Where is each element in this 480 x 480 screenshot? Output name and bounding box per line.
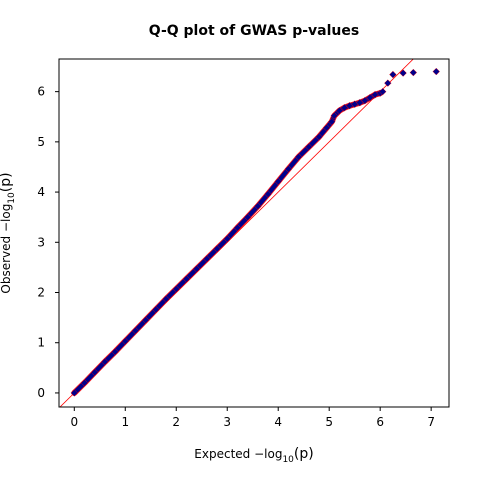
y-axis-label-arg: (p) xyxy=(0,172,14,192)
data-point xyxy=(101,358,109,366)
data-point xyxy=(162,295,170,303)
data-point xyxy=(294,153,303,161)
plot-frame xyxy=(58,58,450,408)
dense-points-band-fill xyxy=(72,90,383,396)
x-tick-label: 6 xyxy=(376,415,384,429)
x-axis-label-subscript: 10 xyxy=(282,455,294,465)
data-point xyxy=(399,69,407,77)
y-tick-label: 5 xyxy=(37,135,45,149)
y-tick-label: 3 xyxy=(37,235,45,249)
y-axis-label-main: Observed −log xyxy=(0,204,13,294)
y-axis-label: Observed −log10(p) xyxy=(0,172,17,293)
data-point xyxy=(264,190,272,198)
x-axis-ticks: 0 1 2 3 4 5 6 7 xyxy=(70,407,435,429)
data-point xyxy=(379,87,387,96)
y-tick-label: 4 xyxy=(37,185,45,199)
data-point xyxy=(330,112,338,120)
data-point xyxy=(152,305,160,314)
y-tick-label: 1 xyxy=(37,336,45,350)
x-tick-label: 0 xyxy=(70,415,78,429)
y-axis-label-subscript: 10 xyxy=(7,192,17,204)
data-point xyxy=(389,70,397,79)
data-point xyxy=(254,202,262,210)
y-tick-label: 6 xyxy=(37,85,45,99)
data-point xyxy=(223,235,231,243)
data-point xyxy=(111,348,119,356)
chart-title: Q-Q plot of GWAS p-values xyxy=(149,23,359,39)
x-axis-label-main: Expected −log xyxy=(194,447,282,461)
data-point xyxy=(182,275,191,283)
data-point xyxy=(322,124,331,132)
data-point xyxy=(305,143,313,151)
data-point xyxy=(432,67,440,76)
data-point xyxy=(384,79,392,87)
data-point xyxy=(284,165,293,173)
y-tick-label: 2 xyxy=(37,286,45,300)
data-point xyxy=(233,224,242,232)
data-point xyxy=(361,96,369,105)
data-point xyxy=(274,177,282,186)
x-tick-label: 5 xyxy=(325,415,333,429)
x-tick-label: 7 xyxy=(427,415,435,429)
data-point xyxy=(203,255,211,263)
data-point xyxy=(192,265,201,273)
data-point xyxy=(80,379,89,387)
data-point xyxy=(121,337,129,345)
x-tick-label: 2 xyxy=(172,415,180,429)
x-tick-label: 3 xyxy=(223,415,231,429)
data-point xyxy=(356,99,364,107)
data-point xyxy=(409,68,417,77)
data-point xyxy=(131,326,140,335)
data-point xyxy=(213,245,221,253)
x-axis-label-arg: (p) xyxy=(294,446,314,462)
data-point xyxy=(243,213,252,221)
x-tick-label: 4 xyxy=(274,415,282,429)
data-point xyxy=(70,389,78,397)
data-point xyxy=(91,368,99,377)
x-axis-label: Expected −log10(p) xyxy=(194,446,313,465)
data-point xyxy=(172,285,180,293)
data-point xyxy=(328,118,336,126)
data-point xyxy=(335,107,344,115)
data-point xyxy=(315,133,323,141)
x-tick-label: 1 xyxy=(121,415,129,429)
data-point xyxy=(141,316,150,324)
data-points xyxy=(70,67,440,397)
y-axis-ticks: 0 1 2 3 4 5 6 xyxy=(37,85,59,400)
data-point xyxy=(340,104,349,112)
data-point xyxy=(366,93,374,102)
y-tick-label: 0 xyxy=(37,386,45,400)
